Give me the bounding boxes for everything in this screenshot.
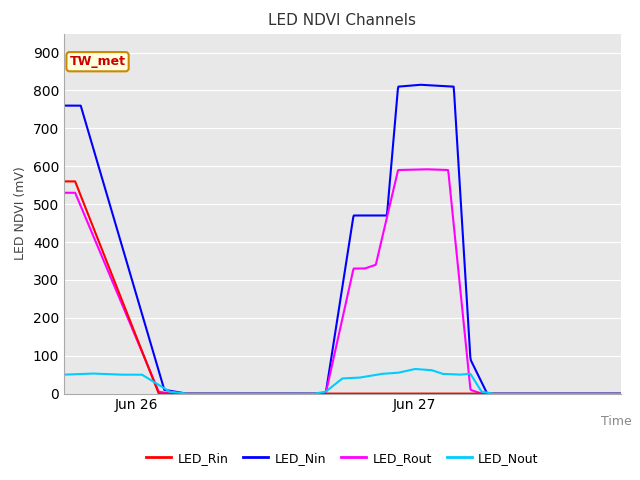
LED_Rin (60, 179, 68, 184)
LED_Nin (286, 391, 294, 396)
LED_Rout (617, 391, 625, 396)
LED_Rout (166, 391, 173, 396)
Line: LED_Rin: LED_Rin (64, 181, 621, 394)
Y-axis label: LED NDVI (mV): LED NDVI (mV) (14, 167, 28, 261)
LED_Nin (506, 391, 513, 396)
Text: TW_met: TW_met (70, 55, 125, 68)
LED_Nout (117, 372, 125, 378)
LED_Rout (495, 391, 503, 396)
Legend: LED_Rin, LED_Nin, LED_Rout, LED_Nout: LED_Rin, LED_Nin, LED_Rout, LED_Nout (141, 447, 543, 469)
LED_Rout (506, 391, 513, 396)
LED_Nin (117, 240, 125, 245)
LED_Nout (444, 371, 451, 377)
LED_Rout (444, 167, 451, 173)
LED_Nout (60, 372, 68, 378)
LED_Rin (117, 295, 125, 300)
LED_Nin (495, 391, 503, 396)
LED_Rout (306, 391, 314, 396)
LED_Rout (60, 190, 68, 196)
LED_Rout (422, 167, 429, 172)
LED_Nout (412, 366, 419, 372)
LED_Nout (617, 391, 625, 396)
LED_Nin (617, 391, 625, 396)
LED_Nin (444, 84, 451, 89)
LED_Rin (495, 391, 502, 396)
Line: LED_Rout: LED_Rout (64, 169, 621, 394)
LED_Nout (506, 391, 513, 396)
LED_Nout (286, 391, 294, 396)
LED_Nin (183, 391, 191, 396)
LED_Rin (505, 391, 513, 396)
LED_Nout (183, 391, 191, 396)
LED_Nin (416, 82, 424, 88)
LED_Rin (617, 391, 625, 396)
Title: LED NDVI Channels: LED NDVI Channels (268, 13, 417, 28)
LED_Rout (286, 391, 294, 396)
LED_Nin (60, 103, 68, 108)
LED_Nout (495, 391, 503, 396)
LED_Rin (306, 391, 314, 396)
LED_Rin (443, 391, 451, 396)
Line: LED_Nin: LED_Nin (64, 85, 621, 394)
LED_Rout (117, 299, 125, 304)
LED_Nout (306, 391, 314, 396)
Line: LED_Nout: LED_Nout (64, 369, 621, 394)
X-axis label: Time: Time (601, 415, 632, 428)
LED_Nin (306, 391, 314, 396)
LED_Rin (155, 391, 163, 396)
LED_Rin (286, 391, 294, 396)
